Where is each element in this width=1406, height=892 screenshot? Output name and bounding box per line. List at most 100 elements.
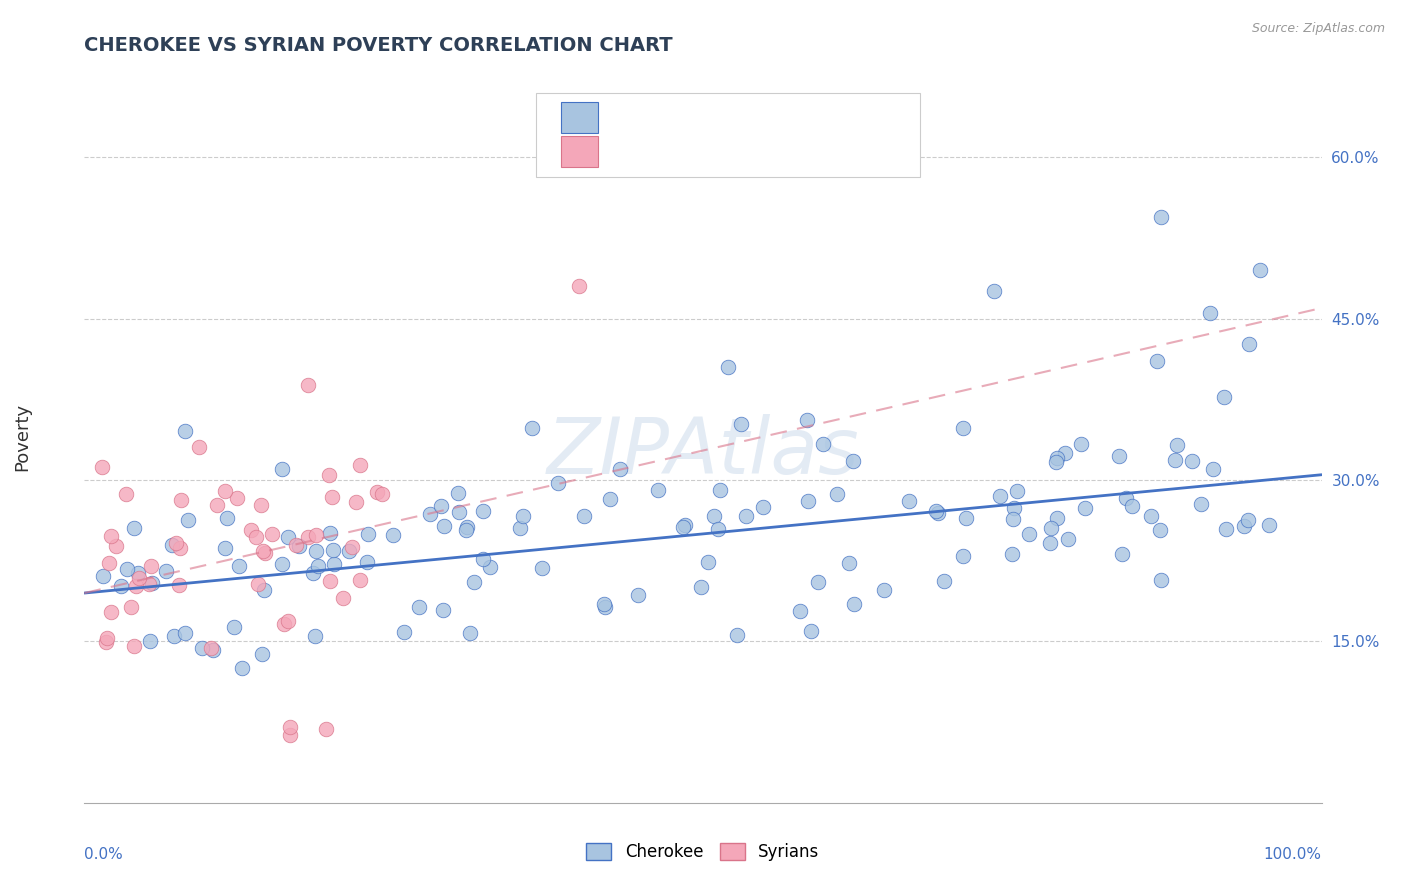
Point: [593, 597, 616, 611]
Point: [1237, 513, 1260, 527]
Point: [318, 574, 340, 588]
Point: [322, 557, 344, 571]
Point: [472, 552, 495, 566]
Point: [456, 523, 478, 537]
Point: [463, 575, 485, 590]
Point: [955, 510, 977, 524]
Text: ZIPAtlas: ZIPAtlas: [547, 414, 859, 490]
Point: [321, 491, 343, 505]
Point: [572, 509, 595, 524]
Point: [1150, 574, 1173, 588]
Point: [983, 284, 1005, 298]
Point: [100, 605, 122, 619]
Point: [307, 559, 329, 574]
Point: [125, 579, 148, 593]
Point: [139, 558, 162, 573]
Point: [170, 493, 193, 508]
Point: [952, 421, 974, 435]
Point: [207, 498, 229, 512]
Point: [115, 487, 138, 501]
Point: [599, 491, 621, 506]
Point: [346, 494, 368, 508]
Point: [273, 616, 295, 631]
Point: [807, 575, 830, 590]
Point: [304, 629, 326, 643]
Point: [1237, 337, 1260, 351]
Point: [318, 525, 340, 540]
Point: [349, 573, 371, 587]
Point: [1249, 263, 1271, 277]
Text: R = 0.333: R = 0.333: [613, 143, 696, 161]
Point: [1258, 518, 1281, 533]
Point: [752, 500, 775, 514]
Point: [214, 541, 236, 556]
Point: [226, 491, 249, 506]
Point: [1121, 499, 1143, 513]
Point: [1045, 455, 1067, 469]
Point: [730, 417, 752, 431]
Point: [842, 597, 865, 611]
Point: [898, 494, 921, 508]
Text: N = 50: N = 50: [755, 143, 817, 161]
Point: [201, 642, 224, 657]
Point: [224, 620, 246, 634]
Point: [253, 546, 276, 560]
Point: [165, 535, 187, 549]
Point: [305, 528, 328, 542]
Text: Poverty: Poverty: [14, 403, 31, 471]
Point: [337, 544, 360, 558]
Point: [841, 453, 863, 467]
Point: [447, 505, 470, 519]
Point: [530, 561, 553, 575]
Point: [214, 483, 236, 498]
Text: 0.0%: 0.0%: [84, 847, 124, 862]
Point: [240, 524, 263, 538]
Point: [297, 378, 319, 392]
Point: [167, 578, 190, 592]
Point: [284, 538, 307, 552]
Point: [1181, 453, 1204, 467]
Point: [1199, 306, 1222, 320]
Point: [735, 508, 758, 523]
Point: [278, 728, 301, 742]
Text: Source: ZipAtlas.com: Source: ZipAtlas.com: [1251, 22, 1385, 36]
Point: [1146, 354, 1168, 368]
Point: [696, 555, 718, 569]
Point: [253, 582, 276, 597]
Point: [94, 634, 117, 648]
Point: [188, 440, 211, 454]
Point: [1054, 446, 1077, 460]
Point: [245, 530, 267, 544]
Point: [1007, 483, 1029, 498]
Point: [163, 629, 186, 643]
Point: [297, 530, 319, 544]
Point: [96, 631, 118, 645]
Point: [925, 504, 948, 518]
Point: [371, 487, 394, 501]
Text: N = 132: N = 132: [755, 109, 830, 127]
Point: [872, 583, 894, 598]
Point: [1164, 453, 1187, 467]
Point: [315, 723, 337, 737]
Point: [725, 628, 748, 642]
Point: [509, 521, 531, 535]
FancyBboxPatch shape: [561, 136, 598, 167]
Point: [408, 599, 430, 614]
Point: [706, 522, 728, 536]
Point: [800, 624, 823, 638]
Point: [1002, 501, 1025, 516]
FancyBboxPatch shape: [561, 102, 598, 133]
Point: [932, 574, 955, 588]
Point: [512, 509, 534, 524]
Point: [322, 543, 344, 558]
Point: [349, 458, 371, 473]
Point: [177, 513, 200, 527]
Point: [1038, 536, 1060, 550]
Point: [228, 559, 250, 574]
Point: [122, 639, 145, 653]
Point: [160, 538, 183, 552]
Point: [1040, 521, 1063, 535]
Point: [249, 498, 271, 512]
Point: [593, 600, 616, 615]
Text: 100.0%: 100.0%: [1264, 847, 1322, 862]
